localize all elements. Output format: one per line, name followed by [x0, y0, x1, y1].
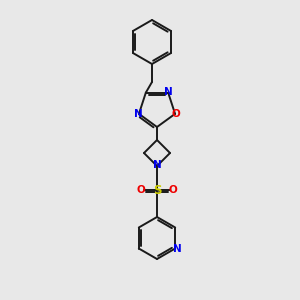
Text: S: S	[153, 184, 161, 196]
Text: N: N	[153, 160, 161, 170]
Text: N: N	[173, 244, 182, 254]
Text: O: O	[169, 185, 177, 195]
Text: N: N	[164, 87, 172, 97]
Text: N: N	[134, 109, 142, 119]
Text: O: O	[172, 109, 180, 119]
Text: O: O	[136, 185, 146, 195]
